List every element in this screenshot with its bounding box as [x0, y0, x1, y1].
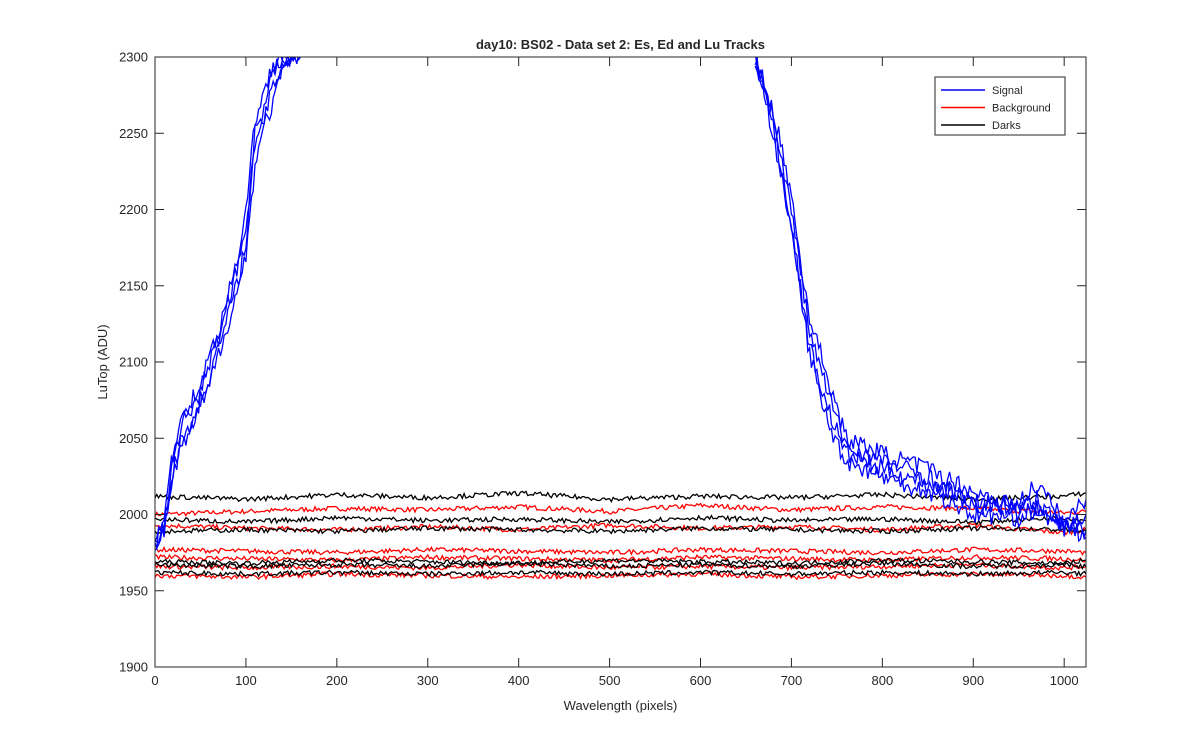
legend-label-darks: Darks: [992, 120, 1021, 132]
series-layer: [155, 57, 1086, 581]
series-line-signal-6: [756, 57, 1086, 543]
y-tick-label: 2000: [119, 507, 148, 522]
series-line-background-11: [155, 553, 1086, 564]
x-tick-label: 800: [871, 673, 893, 688]
y-tick-label: 2250: [119, 126, 148, 141]
y-tick-label: 2300: [119, 50, 148, 65]
x-tick-label: 1000: [1050, 673, 1079, 688]
x-tick-label: 600: [690, 673, 712, 688]
series-line-background-10: [155, 545, 1086, 556]
series-line-signal-3: [155, 57, 301, 544]
legend-label-signal: Signal: [992, 85, 1023, 97]
series-line-signal-4: [754, 58, 1086, 527]
y-tick-label: 2100: [119, 355, 148, 370]
x-tick-label: 200: [326, 673, 348, 688]
series-line-background-8: [155, 502, 1086, 518]
x-tick-label: 300: [417, 673, 439, 688]
legend-label-background: Background: [992, 103, 1051, 115]
series-line-signal-7: [755, 57, 1086, 540]
series-line-signal-2: [155, 57, 301, 542]
x-tick-label: 500: [599, 673, 621, 688]
x-tick-label: 400: [508, 673, 530, 688]
x-tick-label: 0: [151, 673, 158, 688]
series-line-darks-18: [155, 559, 1086, 571]
y-tick-label: 1900: [119, 660, 148, 675]
x-tick-label: 900: [962, 673, 984, 688]
series-line-signal-5: [754, 65, 1086, 537]
series-line-darks-19: [155, 568, 1086, 578]
series-line-darks-16: [155, 525, 1086, 535]
x-tick-label: 700: [781, 673, 803, 688]
y-axis: 1900 1950 2000 2050 2100 2150 2200 2250 2300: [119, 50, 1086, 675]
x-tick-label: 100: [235, 673, 257, 688]
x-axis-label: Wavelength (pixels): [564, 698, 678, 713]
y-axis-label: LuTop (ADU): [95, 324, 110, 399]
y-tick-label: 2200: [119, 202, 148, 217]
series-line-darks-17: [155, 556, 1086, 568]
series-line-background-13: [155, 570, 1086, 581]
y-tick-label: 1950: [119, 583, 148, 598]
series-line-darks-15: [155, 514, 1086, 526]
x-axis: 0 100 200 300 400 500 600 700 800 900 1000: [151, 57, 1079, 688]
y-tick-label: 2150: [119, 278, 148, 293]
y-tick-label: 2050: [119, 431, 148, 446]
legend: Signal Background Darks: [934, 76, 1066, 136]
chart-title: day10: BS02 - Data set 2: Es, Ed and Lu …: [476, 37, 765, 52]
